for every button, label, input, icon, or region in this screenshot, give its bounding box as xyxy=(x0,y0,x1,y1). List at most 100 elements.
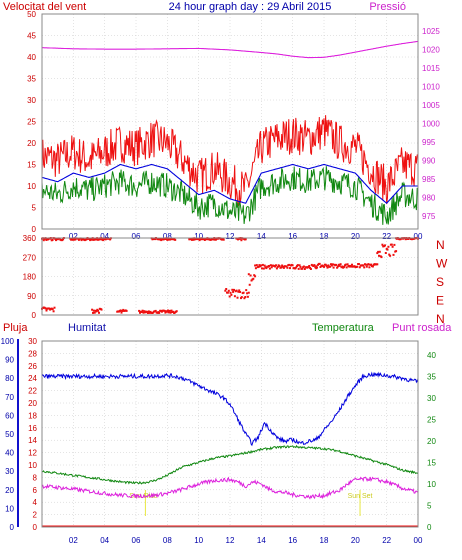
hum-x-tick-label: 14 xyxy=(257,536,266,545)
wind-dir-point xyxy=(363,266,366,269)
wind-dir-point xyxy=(62,238,65,241)
wind-dir-point xyxy=(168,309,171,312)
wind-dir-point xyxy=(270,266,273,269)
wind-dir-point xyxy=(276,265,279,268)
wind-dir-point xyxy=(335,263,338,266)
wind-x-tick-label: 02 xyxy=(69,232,78,241)
wind-dir-point xyxy=(351,263,353,266)
wind-speed-tick-label: 50 xyxy=(27,10,36,19)
compass-label-e: E xyxy=(436,294,444,308)
pluja-tick-label: 4 xyxy=(33,498,38,507)
wind-dir-point xyxy=(346,263,349,266)
wind-dir-point xyxy=(212,238,215,241)
wind-dir-point xyxy=(69,237,72,240)
wind-dir-point xyxy=(343,265,346,268)
wind-dir-point xyxy=(358,266,361,269)
wind-dir-point xyxy=(404,238,407,241)
wind-dir-point xyxy=(326,266,329,269)
wind-dir-point xyxy=(248,283,251,286)
wind-dir-point xyxy=(386,248,389,251)
wind-dir-point xyxy=(380,256,383,259)
wind-dir-point xyxy=(325,265,328,268)
pressure-tick-label: 1020 xyxy=(422,46,440,55)
wind-dir-point xyxy=(98,311,100,314)
wind-dir-point xyxy=(365,265,368,268)
wind-speed-tick-label: 0 xyxy=(32,225,37,234)
wind-dir-point xyxy=(291,264,294,267)
wind-dir-point xyxy=(384,244,386,247)
pluja-tick-label: 10 xyxy=(28,461,37,470)
wind-speed-tick-label: 35 xyxy=(27,75,36,84)
wind-dir-point xyxy=(158,311,161,314)
wind-dir-point xyxy=(255,264,258,267)
legend-punt-rosada: Punt rosada xyxy=(392,322,452,334)
wind-dir-point xyxy=(143,310,146,313)
wind-dir-point xyxy=(90,238,93,241)
wind-dir-point xyxy=(289,267,291,270)
wind-dir-point xyxy=(235,289,238,292)
header-right-label: Pressió xyxy=(369,1,406,13)
wind-dir-point xyxy=(163,309,166,312)
wind-dir-point xyxy=(258,264,261,267)
humidity-line xyxy=(41,371,419,447)
wind-dir-point xyxy=(240,296,243,299)
wind-dir-point xyxy=(88,237,91,240)
wind-dir-point xyxy=(332,266,335,269)
wind-dir-point xyxy=(172,310,175,313)
wind-dir-point xyxy=(154,238,157,241)
wind-speed-tick-label: 30 xyxy=(27,96,36,105)
wind-dir-point xyxy=(307,266,310,269)
wind-dir-point xyxy=(299,265,302,268)
wind-x-tick-label: 00 xyxy=(414,232,423,241)
wind-dir-point xyxy=(362,264,365,267)
pressure-tick-label: 985 xyxy=(422,175,436,184)
wind-dir-point xyxy=(167,309,169,312)
pluja-tick-label: 12 xyxy=(28,449,37,458)
wind-dir-point xyxy=(238,289,241,292)
wind-dir-point xyxy=(236,296,239,299)
wind-dir-point xyxy=(261,267,263,270)
wind-dir-point xyxy=(140,311,143,313)
wind-dir-point xyxy=(329,265,332,268)
humidity-tick-label: 10 xyxy=(5,504,14,513)
wind-dir-point xyxy=(99,238,102,241)
humidity-tick-label: 0 xyxy=(10,523,15,532)
wind-dir-point xyxy=(192,238,195,241)
wind-dir-point xyxy=(229,291,232,294)
wind-speed-tick-label: 40 xyxy=(27,53,36,62)
hum-x-tick-label: 12 xyxy=(226,536,235,545)
wind-speed-tick-label: 25 xyxy=(27,118,36,127)
wind-dir-point xyxy=(285,265,288,268)
wind-dir-point xyxy=(102,239,105,242)
wind-dir-point xyxy=(390,243,393,246)
wind-dir-point xyxy=(282,266,285,269)
wind-dir-point xyxy=(308,265,311,267)
pressure-tick-label: 980 xyxy=(422,194,436,203)
wind-dir-point xyxy=(53,306,56,309)
wind-dir-point xyxy=(249,274,252,277)
wind-speed-tick-label: 10 xyxy=(27,182,36,191)
wind-dir-point xyxy=(281,264,284,267)
pluja-tick-label: 0 xyxy=(33,523,38,532)
wind-dir-point xyxy=(381,243,384,246)
wind-dir-point xyxy=(257,265,260,268)
legend-humitat: Humitat xyxy=(68,322,106,334)
wind-avg-line xyxy=(41,163,418,204)
wind-dir-point xyxy=(237,290,240,293)
pressure-tick-label: 1005 xyxy=(422,101,440,110)
temp-tick-label: 30 xyxy=(427,394,436,403)
wind-dir-point xyxy=(339,263,342,266)
wind-dir-point xyxy=(260,264,263,267)
wind-dir-point xyxy=(97,309,100,312)
wind-x-tick-label: 06 xyxy=(132,232,141,241)
wind-speed-tick-label: 20 xyxy=(27,139,36,148)
wind-dir-point xyxy=(316,266,318,269)
hum-x-tick-label: 10 xyxy=(194,536,203,545)
wind-dir-point xyxy=(395,250,398,253)
legend-temperatura: Temperatura xyxy=(312,322,375,334)
compass-label-s: S xyxy=(436,275,444,289)
wind-dir-point xyxy=(330,263,332,266)
wind-x-tick-label: 08 xyxy=(163,232,172,241)
wind-dir-point xyxy=(327,264,330,267)
